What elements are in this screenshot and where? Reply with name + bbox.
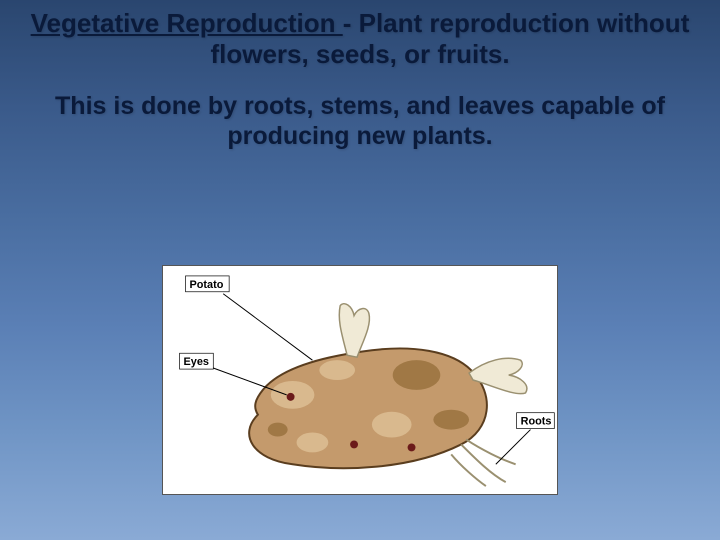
- title-line: Vegetative Reproduction - Plant reproduc…: [20, 8, 700, 70]
- eye-dot: [350, 440, 358, 448]
- eye-dot: [408, 443, 416, 451]
- potato-spot: [297, 433, 329, 453]
- potato-spot: [372, 412, 412, 438]
- potato-body: [249, 348, 487, 468]
- eye-dot: [287, 393, 295, 401]
- potato-spot: [319, 360, 355, 380]
- potato-spot: [433, 410, 469, 430]
- title-block: Vegetative Reproduction - Plant reproduc…: [0, 0, 720, 70]
- potato-svg: Potato Eyes Roots: [163, 266, 557, 494]
- root-strand: [451, 454, 486, 486]
- subtitle-text: This is done by roots, stems, and leaves…: [40, 92, 680, 151]
- slide: Vegetative Reproduction - Plant reproduc…: [0, 0, 720, 540]
- label-eyes: Eyes: [184, 356, 209, 368]
- potato-spot: [268, 423, 288, 437]
- label-roots: Roots: [521, 416, 552, 428]
- title-term: Vegetative Reproduction: [31, 8, 343, 38]
- potato-spot: [393, 360, 441, 390]
- label-potato: Potato: [189, 279, 223, 291]
- potato-diagram: Potato Eyes Roots: [162, 265, 558, 495]
- subtitle-block: This is done by roots, stems, and leaves…: [0, 70, 720, 151]
- sprout: [339, 304, 369, 357]
- label-line: [223, 294, 312, 360]
- potato-roots: [451, 439, 515, 486]
- label-line: [496, 430, 531, 465]
